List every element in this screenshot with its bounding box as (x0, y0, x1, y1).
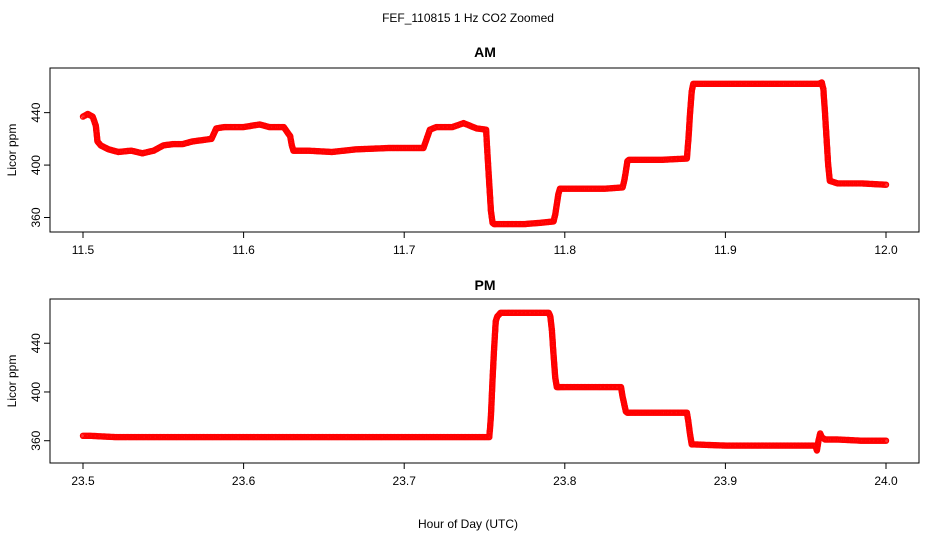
panel-am-xtick-label: 11.6 (232, 243, 255, 257)
panel-pm-xtick-label: 23.8 (553, 474, 577, 488)
panel-am-ytick-label: 360 (29, 207, 43, 227)
panel-am-y-axis: 360 400 440 (29, 102, 50, 228)
panel-pm-x-axis: 23.5 23.6 23.7 23.8 23.9 24.0 (71, 463, 898, 488)
panel-am-x-axis: 11.5 11.6 11.7 11.8 11.9 12.0 (72, 232, 898, 257)
panel-am-ylabel: Licor ppm (5, 124, 19, 177)
panel-pm-points (79, 309, 890, 454)
panel-pm-xtick-label: 23.6 (232, 474, 256, 488)
figure-title: FEF_110815 1 Hz CO2 Zoomed (382, 11, 554, 25)
panel-pm-title: PM (475, 277, 496, 293)
panel-am-ytick-label: 440 (29, 102, 43, 122)
panel-pm-plot-frame (49, 298, 920, 464)
panel-am: AM Licor ppm 11.5 11.6 11.7 11.8 11.9 12.0 36… (5, 44, 920, 257)
panel-pm-xtick-label: 23.9 (714, 474, 738, 488)
panel-am-xtick-label: 12.0 (874, 243, 898, 257)
panel-pm-ytick-label: 360 (29, 430, 43, 450)
panel-am-points (79, 79, 890, 228)
panel-am-xtick-label: 11.7 (393, 243, 416, 257)
panel-am-xtick-label: 11.9 (714, 243, 737, 257)
panel-pm-xtick-label: 23.7 (393, 474, 417, 488)
panel-pm-xtick-label: 24.0 (874, 474, 898, 488)
data-point (882, 181, 890, 188)
panel-am-xtick-label: 11.8 (554, 243, 577, 257)
data-point (882, 437, 890, 444)
panel-pm-ytick-label: 440 (29, 333, 43, 353)
panel-pm-xtick-label: 23.5 (71, 474, 95, 488)
panel-am-title: AM (474, 44, 496, 60)
panel-pm: PM Licor ppm 23.5 23.6 23.7 23.8 23.9 24.0 36… (5, 277, 920, 488)
panel-am-plot-frame (49, 67, 920, 233)
panel-am-xtick-label: 11.5 (72, 243, 95, 257)
panel-pm-ytick-label: 400 (29, 382, 43, 402)
panel-pm-ylabel: Licor ppm (5, 355, 19, 408)
figure-xlabel: Hour of Day (UTC) (418, 517, 518, 531)
panel-pm-y-axis: 360 400 440 (29, 333, 50, 451)
panel-am-ytick-label: 400 (29, 155, 43, 175)
